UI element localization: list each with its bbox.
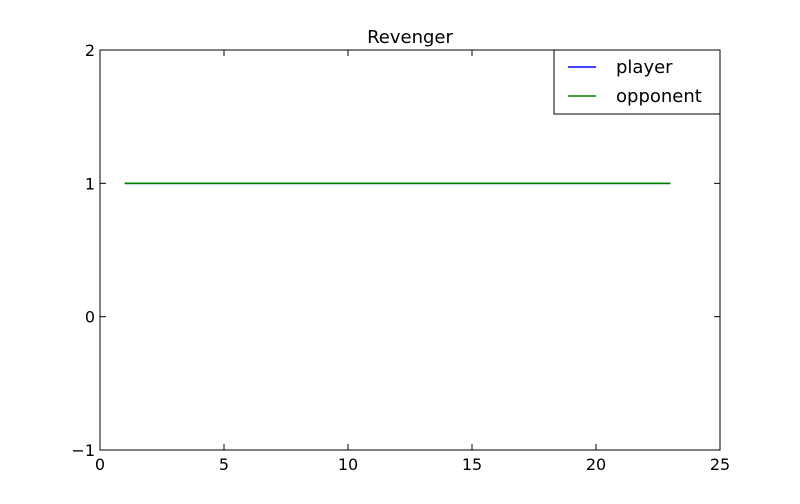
x-tick-label: 5	[219, 455, 229, 474]
legend-label-opponent: opponent	[616, 86, 702, 107]
x-tick-label: 25	[710, 455, 730, 474]
x-tick-label: 10	[338, 455, 358, 474]
x-tick-label: 15	[462, 455, 482, 474]
y-tick-label: 1	[85, 174, 95, 193]
y-tick-label: 0	[85, 308, 95, 327]
y-tick-label: 2	[85, 41, 95, 60]
x-tick-label: 20	[586, 455, 606, 474]
legend: player opponent	[553, 49, 721, 115]
chart-title: Revenger	[367, 27, 453, 48]
x-tick-label: 0	[95, 455, 105, 474]
y-tick-label: −1	[71, 441, 95, 460]
plot-frame	[99, 49, 721, 451]
legend-box	[553, 49, 721, 115]
legend-label-player: player	[616, 57, 673, 78]
